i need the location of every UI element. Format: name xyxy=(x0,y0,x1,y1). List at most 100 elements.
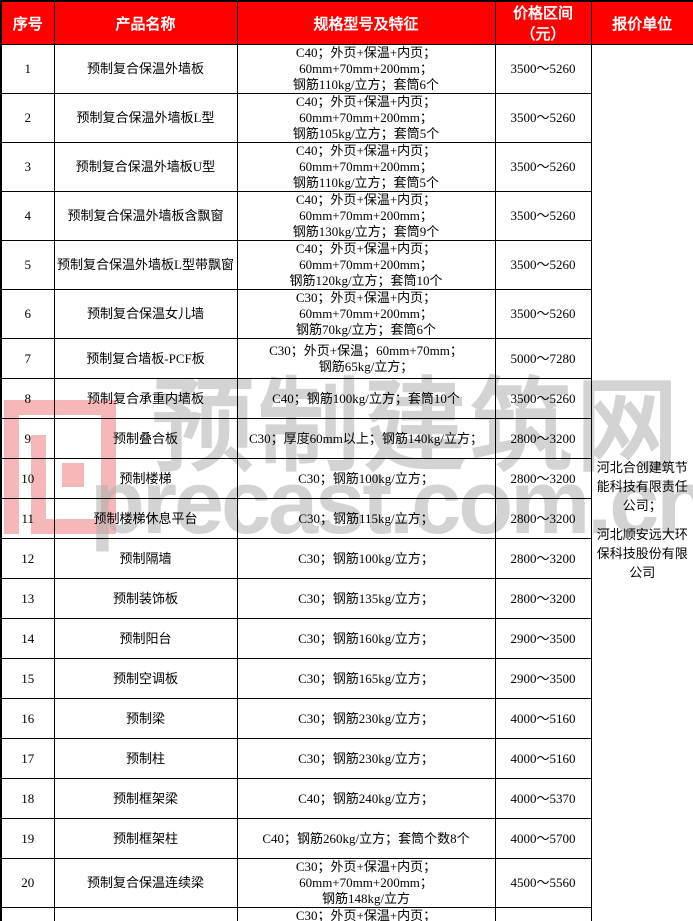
spec-cell: C30；钢筋100kg/立方； xyxy=(236,458,496,499)
table-row: 9 预制叠合板 C30；厚度60mm以上；钢筋140kg/立方； 2800～3200 xyxy=(0,418,693,459)
row-number-cell: 14 xyxy=(0,618,55,659)
product-name-cell: 预制梁 xyxy=(53,698,238,739)
row-number-cell: 11 xyxy=(0,498,55,539)
table-row: 12 预制隔墙 C30；钢筋100kg/立方； 2800～3200 xyxy=(0,538,693,579)
table-row: 16 预制梁 C30；钢筋230kg/立方； 4000～5160 xyxy=(0,698,693,739)
row-number-cell: 5 xyxy=(0,240,55,290)
row-number-cell: 8 xyxy=(0,378,55,419)
table-row: 5 预制复合保温外墙板L型带飘窗 C40；外页+保温+内页；60mm+70mm+20… xyxy=(0,240,693,290)
price-cell: 2800～3200 xyxy=(494,498,592,539)
spec-cell: C40；外页+保温+内页；60mm+70mm+200mm； 钢筋110kg/立方… xyxy=(236,44,496,94)
product-name-cell: 预制框架梁 xyxy=(53,778,238,819)
product-name-cell: 预制隔墙 xyxy=(53,538,238,579)
price-cell: 4000～5160 xyxy=(494,698,592,739)
row-number-cell: 21 xyxy=(0,907,55,921)
row-number-cell: 20 xyxy=(0,858,55,908)
header-product-name: 产品名称 xyxy=(53,0,238,45)
table-row: 13 预制装饰板 C30；钢筋135kg/立方； 2800～3200 xyxy=(0,578,693,619)
product-name-cell: 预制柱 xyxy=(53,738,238,779)
spec-cell: C30；钢筋115kg/立方； xyxy=(236,498,496,539)
table-row: 11 预制楼梯休息平台 C30；钢筋115kg/立方； 2800～3200 xyxy=(0,498,693,539)
price-cell: 3500～5260 xyxy=(494,93,592,143)
product-name-cell: 预制复合承重内墙板 xyxy=(53,378,238,419)
product-name-cell: 预制复合墙板-PCF板 xyxy=(53,338,238,379)
price-cell: 3500～5260 xyxy=(494,240,592,290)
spec-cell: C40；外页+保温+内页；60mm+70mm+200mm； 钢筋105kg/立方… xyxy=(236,93,496,143)
price-cell: 4000～5700 xyxy=(494,818,592,859)
product-name-cell: 预制复合保温外墙板含飘窗 xyxy=(53,191,238,241)
table-row: 10 预制楼梯 C30；钢筋100kg/立方； 2800～3200 xyxy=(0,458,693,499)
spec-cell: C40；外页+保温+内页；60mm+70mm+200mm； 钢筋120kg/立方… xyxy=(236,240,496,290)
table-row: 1 预制复合保温外墙板 C40；外页+保温+内页；60mm+70mm+200mm； … xyxy=(0,44,693,921)
product-name-cell: 预制复合保温外墙板U型 xyxy=(53,142,238,192)
row-number-cell: 10 xyxy=(0,458,55,499)
product-name-cell: 预制复合保温女儿墙 xyxy=(53,289,238,339)
quoting-unit-company: 河北合创建筑节能科技有限责任公司； xyxy=(596,460,688,514)
table-row: 18 预制框架梁 C40；钢筋240kg/立方； 4000～5370 xyxy=(0,778,693,819)
price-cell: 3500～5260 xyxy=(494,289,592,339)
spec-cell: C40；钢筋100kg/立方；套筒10个 xyxy=(236,378,496,419)
quoting-unit-cell: 河北合创建筑节能科技有限责任公司； 河北顺安远大环保科技股份有限公司 xyxy=(590,44,693,921)
price-cell: 4000～5160 xyxy=(494,738,592,779)
row-number-cell: 4 xyxy=(0,191,55,241)
spec-cell: C30；外页+保温+内页；60mm+70mm+200mm； 钢筋70kg/立方；… xyxy=(236,289,496,339)
table-body: 1 预制复合保温外墙板 C40；外页+保温+内页；60mm+70mm+200mm； … xyxy=(0,44,693,921)
header-price-range: 价格区间（元） xyxy=(494,0,592,45)
spec-cell: C30；外页+保温+内页；60mm+70mm+120mm； 钢筋60kg/立方 xyxy=(236,907,496,921)
table-row: 7 预制复合墙板-PCF板 C30；外页+保温；60mm+70mm； 钢筋65kg/… xyxy=(0,338,693,379)
spec-cell: C30；外页+保温+内页；60mm+70mm+200mm； 钢筋148kg/立方 xyxy=(236,858,496,908)
product-name-cell: 预制复合保温外墙板L型带飘窗 xyxy=(53,240,238,290)
price-cell: 5000～7280 xyxy=(494,338,592,379)
spec-cell: C40；钢筋240kg/立方； xyxy=(236,778,496,819)
price-cell: 2900～3500 xyxy=(494,658,592,699)
spec-cell: C40；外页+保温+内页；60mm+70mm+200mm； 钢筋130kg/立方… xyxy=(236,191,496,241)
header-serial-number: 序号 xyxy=(0,0,55,45)
product-name-cell: 预制复合保温外墙板L型 xyxy=(53,93,238,143)
price-cell: 2800～3200 xyxy=(494,458,592,499)
row-number-cell: 9 xyxy=(0,418,55,459)
table-row: 6 预制复合保温女儿墙 C30；外页+保温+内页；60mm+70mm+200mm； … xyxy=(0,289,693,339)
table-row: 3 预制复合保温外墙板U型 C40；外页+保温+内页；60mm+70mm+200mm… xyxy=(0,142,693,192)
product-name-cell: 预制复合保温装饰板 xyxy=(53,907,238,921)
spec-cell: C30；外页+保温；60mm+70mm； 钢筋65kg/立方； xyxy=(236,338,496,379)
header-spec-features: 规格型号及特征 xyxy=(236,0,496,45)
table-row: 14 预制阳台 C30；钢筋160kg/立方； 2900～3500 xyxy=(0,618,693,659)
table-row: 17 预制柱 C30；钢筋230kg/立方； 4000～5160 xyxy=(0,738,693,779)
price-cell: 3500～5260 xyxy=(494,142,592,192)
spec-cell: C30；钢筋230kg/立方； xyxy=(236,738,496,779)
price-cell: 2800～3200 xyxy=(494,538,592,579)
price-cell: 3500～5260 xyxy=(494,378,592,419)
row-number-cell: 16 xyxy=(0,698,55,739)
product-name-cell: 预制楼梯 xyxy=(53,458,238,499)
quoting-unit-company: 河北顺安远大环保科技股份有限公司 xyxy=(596,527,688,581)
spec-cell: C30；钢筋135kg/立方； xyxy=(236,578,496,619)
header-quoting-unit: 报价单位 xyxy=(590,0,693,45)
product-name-cell: 预制叠合板 xyxy=(53,418,238,459)
row-number-cell: 7 xyxy=(0,338,55,379)
price-cell: 2800～3200 xyxy=(494,578,592,619)
spec-cell: C40；外页+保温+内页；60mm+70mm+200mm； 钢筋110kg/立方… xyxy=(236,142,496,192)
row-number-cell: 13 xyxy=(0,578,55,619)
price-cell: 4000～4500 xyxy=(494,907,592,921)
price-cell: 2900～3500 xyxy=(494,618,592,659)
product-name-cell: 预制复合保温外墙板 xyxy=(53,44,238,94)
price-cell: 4500～5560 xyxy=(494,858,592,908)
row-number-cell: 15 xyxy=(0,658,55,699)
table-row: 8 预制复合承重内墙板 C40；钢筋100kg/立方；套筒10个 3500～5260 xyxy=(0,378,693,419)
product-name-cell: 预制框架柱 xyxy=(53,818,238,859)
table-row: 15 预制空调板 C30；钢筋165kg/立方； 2900～3500 xyxy=(0,658,693,699)
table-row: 2 预制复合保温外墙板L型 C40；外页+保温+内页；60mm+70mm+200mm… xyxy=(0,93,693,143)
price-cell: 3500～5260 xyxy=(494,191,592,241)
spec-cell: C40；钢筋260kg/立方；套筒个数8个 xyxy=(236,818,496,859)
row-number-cell: 12 xyxy=(0,538,55,579)
table-row: 19 预制框架柱 C40；钢筋260kg/立方；套筒个数8个 4000～5700 xyxy=(0,818,693,859)
row-number-cell: 2 xyxy=(0,93,55,143)
product-name-cell: 预制空调板 xyxy=(53,658,238,699)
price-cell: 3500～5260 xyxy=(494,44,592,94)
table-header: 序号 产品名称 规格型号及特征 价格区间（元） 报价单位 xyxy=(0,0,693,45)
product-name-cell: 预制阳台 xyxy=(53,618,238,659)
row-number-cell: 3 xyxy=(0,142,55,192)
spec-cell: C30；钢筋230kg/立方； xyxy=(236,698,496,739)
